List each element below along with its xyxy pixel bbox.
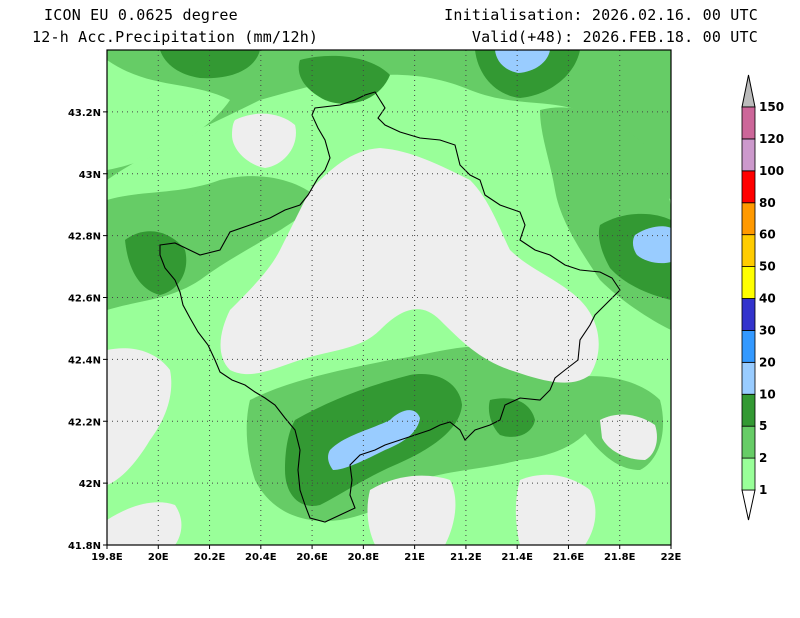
colorbar-bottom-triangle [741,489,756,521]
lat-tick-label: 43N [79,170,101,181]
valid-time: Valid(+48): 2026.FEB.18. 00 UTC [471,28,758,46]
precip-zone-10mm [328,50,671,470]
colorbar-level-label: 2 [759,451,767,465]
lat-tick-label: 43.2N [68,108,101,119]
lat-tick-label: 42N [79,479,101,490]
colorbar-swatch [741,393,756,427]
lat-tick-label: 42.4N [68,355,101,366]
colorbar-level-label: 30 [759,323,776,337]
lat-axis: 41.8N 42N 42.2N 42.4N 42.6N 42.8N 43N 43.2N [68,108,107,552]
lon-tick-label: 20.2E [194,552,226,563]
lon-tick-label: 20.8E [348,552,380,563]
colorbar-swatch [741,361,756,395]
colorbar-swatch [741,330,756,363]
grid-lines [107,50,671,545]
lon-tick-label: 20.6E [296,552,328,563]
colorbar-level-label: 10 [759,387,776,401]
lat-tick-label: 42.6N [68,294,101,305]
lon-tick-label: 21.4E [501,552,533,563]
lon-tick-label: 21.8E [604,552,636,563]
colorbar-top-triangle [741,74,756,108]
colorbar-level-label: 5 [759,419,767,433]
colorbar-level-label: 20 [759,355,776,369]
country-border [159,91,621,523]
colorbar-level-label: 150 [759,100,784,114]
colorbar-swatch [741,266,756,299]
colorbar-level-label: 80 [759,196,776,210]
lon-tick-label: 21.2E [450,552,482,563]
colorbar-level-label: 60 [759,228,776,242]
precipitation-field [107,50,671,545]
lon-tick-label: 21E [404,552,425,563]
lon-axis: 19.8E 20E 20.2E 20.4E 20.6E 20.8E 21E 21.2E 21.4… [91,545,682,563]
colorbar-level-label: 1 [759,483,767,497]
precip-zone-below-1mm [107,113,657,545]
colorbar: 1 2 5 10 20 30 40 50 60 80 100 120 150 [741,74,784,521]
colorbar-swatch [741,425,756,459]
colorbar-swatch [741,457,756,491]
lon-tick-label: 19.8E [91,552,123,563]
colorbar-level-label: 120 [759,132,784,146]
colorbar-level-label: 40 [759,292,776,306]
model-title: ICON EU 0.0625 degree [44,6,238,24]
colorbar-swatch [741,106,756,140]
colorbar-swatch [741,170,756,204]
field-title: 12-h Acc.Precipitation (mm/12h) [32,28,319,46]
colorbar-level-label: 50 [759,260,776,274]
lon-tick-label: 20E [148,552,169,563]
lat-tick-label: 42.8N [68,232,101,243]
colorbar-swatch [741,298,756,331]
lon-tick-label: 22E [661,552,682,563]
lon-tick-label: 21.6E [553,552,585,563]
colorbar-swatch [741,138,756,172]
lat-tick-label: 42.2N [68,417,101,428]
lat-tick-label: 41.8N [68,541,101,552]
lon-tick-label: 20.4E [245,552,277,563]
colorbar-swatch [741,234,756,267]
init-time: Initialisation: 2026.02.16. 00 UTC [444,6,758,24]
colorbar-level-label: 100 [759,164,784,178]
colorbar-swatch [741,202,756,236]
